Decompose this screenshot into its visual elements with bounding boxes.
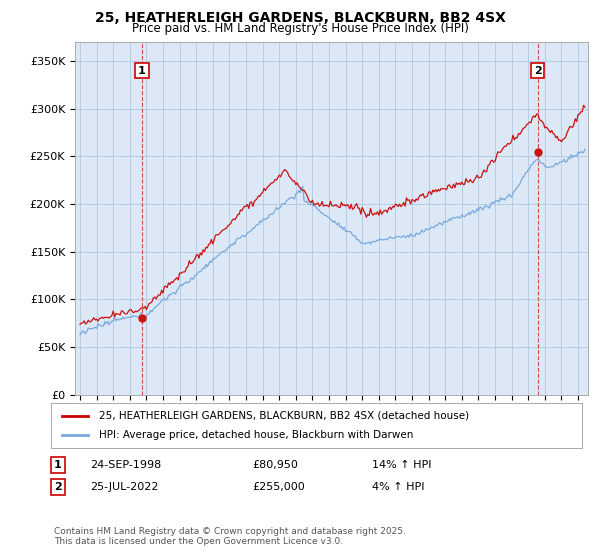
Text: £255,000: £255,000 [252, 482, 305, 492]
Text: £80,950: £80,950 [252, 460, 298, 470]
Text: 14% ↑ HPI: 14% ↑ HPI [372, 460, 431, 470]
Text: Contains HM Land Registry data © Crown copyright and database right 2025.
This d: Contains HM Land Registry data © Crown c… [54, 526, 406, 546]
Text: 25, HEATHERLEIGH GARDENS, BLACKBURN, BB2 4SX: 25, HEATHERLEIGH GARDENS, BLACKBURN, BB2… [95, 11, 505, 25]
Text: 2: 2 [533, 66, 541, 76]
Text: 2: 2 [54, 482, 62, 492]
Text: 24-SEP-1998: 24-SEP-1998 [90, 460, 161, 470]
Text: Price paid vs. HM Land Registry's House Price Index (HPI): Price paid vs. HM Land Registry's House … [131, 22, 469, 35]
Text: HPI: Average price, detached house, Blackburn with Darwen: HPI: Average price, detached house, Blac… [99, 431, 413, 441]
Text: 25-JUL-2022: 25-JUL-2022 [90, 482, 158, 492]
Text: 1: 1 [54, 460, 62, 470]
Text: 25, HEATHERLEIGH GARDENS, BLACKBURN, BB2 4SX (detached house): 25, HEATHERLEIGH GARDENS, BLACKBURN, BB2… [99, 410, 469, 421]
Text: 4% ↑ HPI: 4% ↑ HPI [372, 482, 425, 492]
Text: 1: 1 [138, 66, 146, 76]
